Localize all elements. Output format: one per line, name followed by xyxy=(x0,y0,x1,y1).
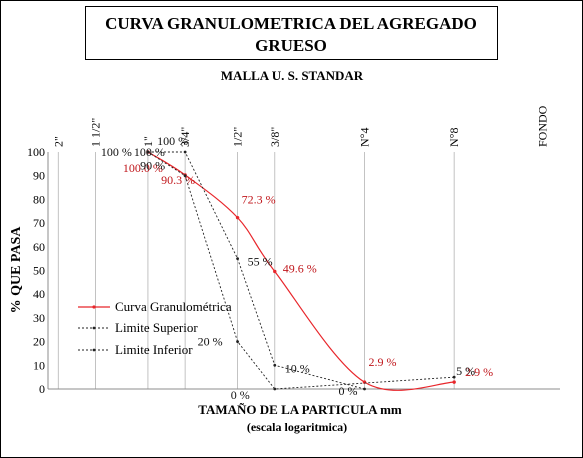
series-2-data-label-4: 5 % xyxy=(456,364,475,378)
series-0-point-3 xyxy=(273,269,277,274)
top-axis-label-1: 1 1/2" xyxy=(88,118,102,147)
top-axis-label-3: 3/4" xyxy=(178,127,192,147)
series-2-data-label-2: 20 % xyxy=(198,335,223,349)
series-1-data-label-1: 100 % xyxy=(157,134,188,148)
top-axis-label-6: N°4 xyxy=(358,128,372,147)
y-tick-label-9: 90 xyxy=(33,169,45,183)
x-axis-title: TAMAÑO DE LA PARTICULA mm xyxy=(198,402,402,417)
top-axis-label-8: FONDO xyxy=(536,105,550,147)
series-2-point-0 xyxy=(146,150,150,154)
series-0-data-label-3: 49.6 % xyxy=(283,261,317,275)
top-axis-label-7: N°8 xyxy=(447,128,461,147)
series-2-data-label-3: 0 % xyxy=(231,388,250,402)
legend-marker-inferior xyxy=(92,348,96,352)
y-tick-label-4: 40 xyxy=(33,287,45,301)
plot-area: 0 10 20 30 40 50 60 70 80 90 100 2" 1 1/2" 1" 3/4" 1/2"… xyxy=(27,105,560,402)
series-2-data-label-1: 90 % xyxy=(140,159,165,173)
series-line-inferior xyxy=(147,151,455,390)
y-tick-label-2: 20 xyxy=(33,335,45,349)
series-0-data-label-4: 2.9 % xyxy=(369,355,397,369)
series-1-point-4 xyxy=(363,387,366,391)
legend-marker-curva xyxy=(92,305,96,309)
series-1-data-label-0: 100 % xyxy=(134,145,165,159)
y-tick-label-7: 70 xyxy=(33,216,45,230)
series-2-point-1 xyxy=(183,174,187,178)
x-axis-subtitle: (escala logaritmica) xyxy=(247,420,347,434)
series-0-point-5 xyxy=(452,380,456,384)
y-tick-label-0: 0 xyxy=(39,382,45,396)
series-2-data-label-0: 100 % xyxy=(101,145,132,159)
y-axis-title: % QUE PASA xyxy=(9,226,24,314)
series-1-point-2 xyxy=(236,257,239,261)
series-2-point-3 xyxy=(273,387,277,391)
legend-label-inferior: Limite Inferior xyxy=(115,342,193,357)
top-axis-label-4: 1/2" xyxy=(231,127,245,147)
series-2-point-2 xyxy=(236,340,239,343)
top-axis-label-5: 3/8" xyxy=(268,127,282,147)
y-tick-label-6: 60 xyxy=(33,240,45,254)
legend-marker-superior xyxy=(92,326,96,330)
series-0-data-label-2: 72.3 % xyxy=(242,193,276,207)
y-tick-label-5: 50 xyxy=(33,264,45,278)
series-1-data-label-4: 0 % xyxy=(339,384,358,398)
series-1-data-label-2: 55 % xyxy=(248,255,273,269)
y-tick-label-1: 10 xyxy=(33,358,45,372)
chart-title-line-1: CURVA GRANULOMETRICA DEL AGREGADO xyxy=(105,14,477,33)
series-1-point-3 xyxy=(273,363,277,367)
y-tick-label-3: 30 xyxy=(33,311,45,325)
series-0-data-label-5: 2.9 % xyxy=(465,365,493,379)
series-0-data-label-1: 90.3 % xyxy=(161,173,195,187)
chart-title-line-2: GRUESO xyxy=(255,36,327,55)
top-axis-label-0: 2" xyxy=(51,136,65,147)
title-box xyxy=(85,6,498,60)
legend: Curva Granulométrica Limite Superior Lim… xyxy=(78,299,232,357)
top-axis-label-2: 1" xyxy=(141,136,155,147)
series-1-data-label-3: 10 % xyxy=(285,361,310,375)
series-2-point-4 xyxy=(452,375,456,379)
y-tick-label-10: 100 xyxy=(27,145,45,159)
series-1-point-1 xyxy=(183,150,187,154)
legend-label-curva: Curva Granulométrica xyxy=(115,299,232,314)
series-0-data-label-0: 100.0 % xyxy=(123,161,163,175)
legend-label-superior: Limite Superior xyxy=(115,320,198,335)
series-0-point-2 xyxy=(235,215,240,220)
chart-subtitle: MALLA U. S. STANDAR xyxy=(221,68,364,83)
y-tick-label-8: 80 xyxy=(33,192,45,206)
